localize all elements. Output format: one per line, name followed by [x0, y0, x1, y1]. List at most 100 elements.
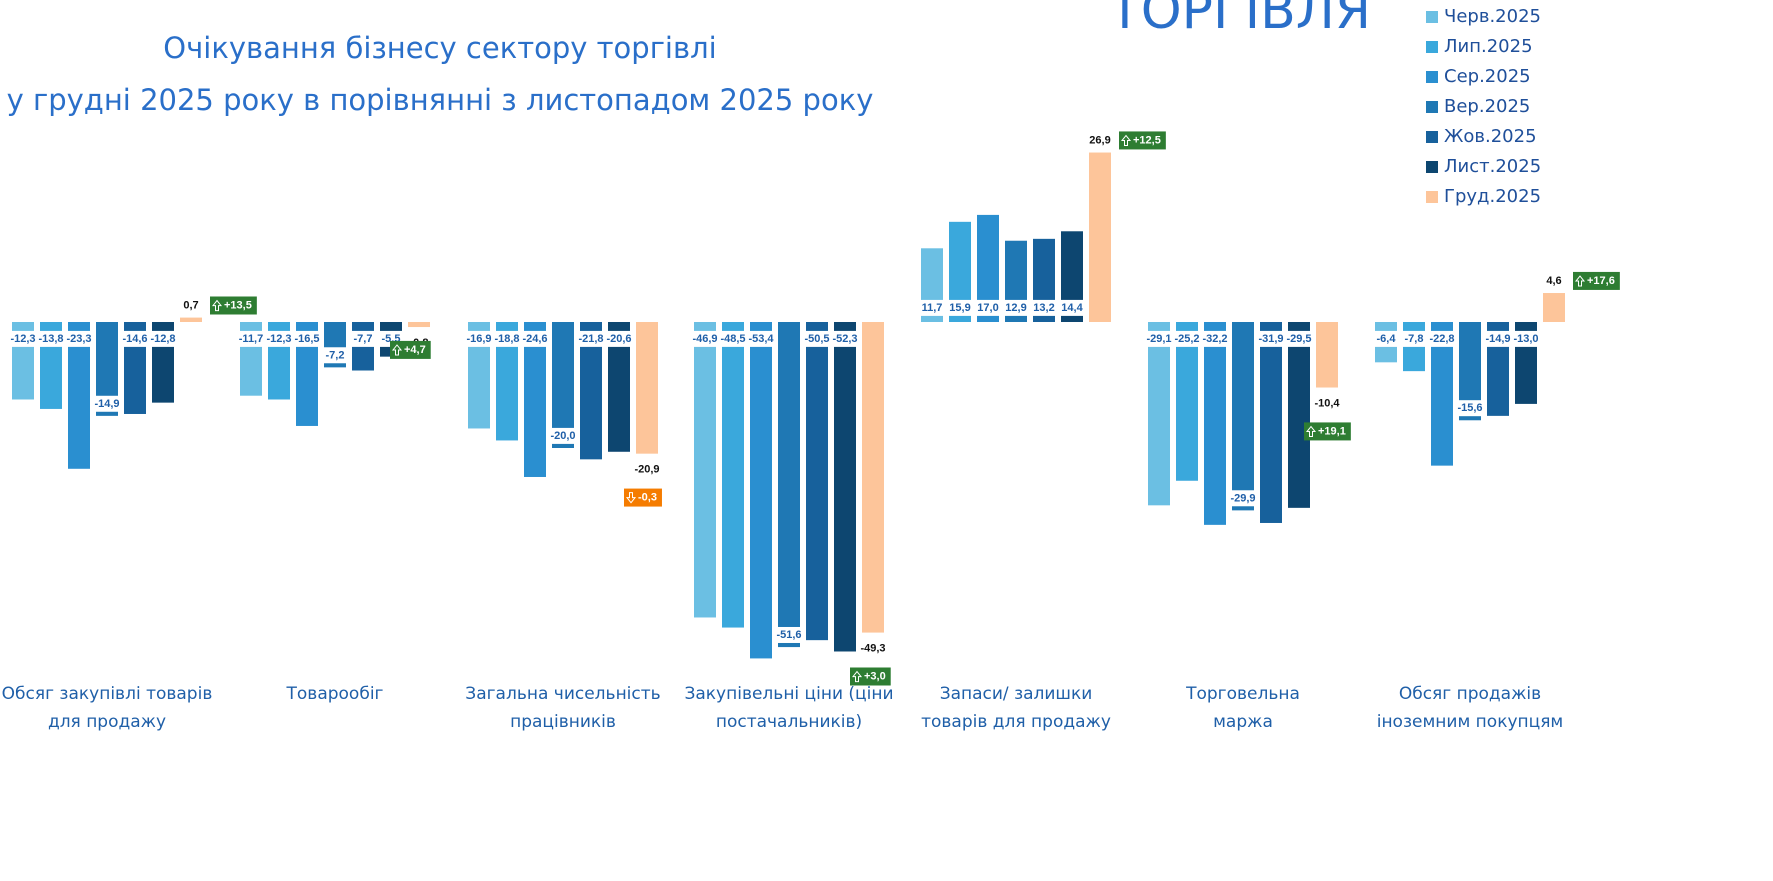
- bar: [1459, 322, 1481, 421]
- legend-swatch: [1426, 41, 1438, 53]
- value-label: -12,3: [10, 333, 35, 345]
- value-label-box: [323, 347, 347, 364]
- value-label: -6,4: [1377, 333, 1397, 345]
- legend-label: Лист.2025: [1444, 156, 1541, 177]
- value-label: -52,3: [832, 333, 857, 345]
- value-label-box: [548, 427, 578, 444]
- bar: [778, 322, 800, 648]
- value-label: -25,2: [1174, 333, 1199, 345]
- value-label: 4,6: [1546, 275, 1561, 287]
- value-label-box: [1228, 490, 1258, 507]
- legend-swatch: [1426, 11, 1438, 23]
- value-label: -53,4: [748, 333, 774, 345]
- value-label-box: [690, 330, 720, 347]
- bar: [862, 322, 884, 633]
- bar: [1543, 293, 1565, 322]
- value-label-box: [919, 299, 945, 316]
- bar: [68, 322, 90, 469]
- value-label-box: [1003, 299, 1029, 316]
- value-label-box: [120, 330, 150, 347]
- value-label: -20,0: [550, 430, 575, 442]
- value-label: -14,9: [94, 398, 119, 410]
- bar: [750, 322, 772, 659]
- legend-label: Груд.2025: [1444, 186, 1541, 207]
- value-label: -24,6: [522, 333, 547, 345]
- value-label-box: [718, 330, 748, 347]
- value-label-box: [1059, 299, 1086, 316]
- bar: [1288, 322, 1310, 508]
- value-label: 15,9: [949, 302, 970, 314]
- value-label: -12,8: [150, 333, 175, 345]
- x-tick-label: постачальників): [716, 712, 862, 732]
- x-tick-label: Обсяг закупівлі товарів: [2, 684, 213, 704]
- bar: [694, 322, 716, 618]
- bar: [580, 322, 602, 460]
- bar: [1431, 322, 1453, 466]
- legend-swatch: [1426, 191, 1438, 203]
- bar: [552, 322, 574, 448]
- value-label: -14,6: [122, 333, 147, 345]
- change-badge: [390, 340, 431, 359]
- change-arrow: [1305, 425, 1317, 438]
- x-tick-label: для продажу: [48, 712, 166, 732]
- value-label: -12,3: [266, 333, 291, 345]
- value-label: -31,9: [1258, 333, 1283, 345]
- legend-label: Вер.2025: [1444, 96, 1530, 117]
- bar: [1148, 322, 1170, 506]
- value-label: 13,2: [1033, 302, 1054, 314]
- value-label: -7,8: [1405, 333, 1424, 345]
- value-label-box: [464, 330, 494, 347]
- value-label-box: [236, 330, 266, 347]
- value-label: -15,6: [1457, 402, 1482, 414]
- change-label: +19,1: [1318, 425, 1346, 437]
- value-label: -23,3: [66, 333, 91, 345]
- value-label: 17,0: [977, 302, 998, 314]
- change-badge: [1573, 271, 1620, 290]
- bar: [1204, 322, 1226, 525]
- x-tick-label: товарів для продажу: [921, 712, 1111, 732]
- value-label: 12,9: [1005, 302, 1026, 314]
- x-tick-label: Обсяг продажів: [1399, 684, 1541, 704]
- bar: [180, 317, 202, 322]
- x-tick-label: працівників: [510, 712, 616, 732]
- value-label: 14,4: [1061, 302, 1083, 314]
- change-arrow: [211, 299, 223, 312]
- value-label-box: [36, 330, 66, 347]
- value-label-box: [975, 299, 1001, 316]
- bar: [977, 214, 999, 322]
- bar: [1260, 322, 1282, 523]
- change-badge: [1304, 422, 1351, 441]
- legend-label: Жов.2025: [1444, 126, 1537, 147]
- value-label-box: [64, 330, 94, 347]
- x-tick-label: Загальна чисельність: [465, 684, 660, 704]
- bar: [608, 322, 630, 452]
- value-label: -48,5: [720, 333, 745, 345]
- legend-label: Черв.2025: [1444, 6, 1541, 27]
- change-badge: [210, 296, 257, 315]
- bar: [722, 322, 744, 628]
- header-label: ТОРГІВЛЯ: [1108, 0, 1371, 41]
- value-label-box: [830, 330, 860, 347]
- bar: [1176, 322, 1198, 481]
- value-label: -7,7: [354, 333, 373, 345]
- bar: [949, 221, 971, 322]
- change-label: -0,3: [638, 492, 657, 504]
- value-label: -22,8: [1429, 333, 1454, 345]
- value-label-box: [292, 330, 322, 347]
- bar: [1232, 322, 1254, 511]
- value-label-box: [1144, 330, 1174, 347]
- x-tick-label: маржа: [1213, 712, 1273, 732]
- value-label: -16,5: [294, 333, 319, 345]
- bar: [1316, 322, 1338, 388]
- change-arrow: [1574, 275, 1586, 287]
- value-label: -18,8: [494, 333, 519, 345]
- value-label-box: [1200, 330, 1230, 347]
- value-label: -7,2: [326, 349, 345, 361]
- change-label: +13,5: [224, 299, 252, 311]
- value-label-box: [947, 299, 973, 316]
- value-label-box: [1374, 330, 1399, 347]
- change-arrow: [625, 492, 637, 504]
- value-label-box: [8, 330, 38, 347]
- value-label: -29,5: [1286, 333, 1311, 345]
